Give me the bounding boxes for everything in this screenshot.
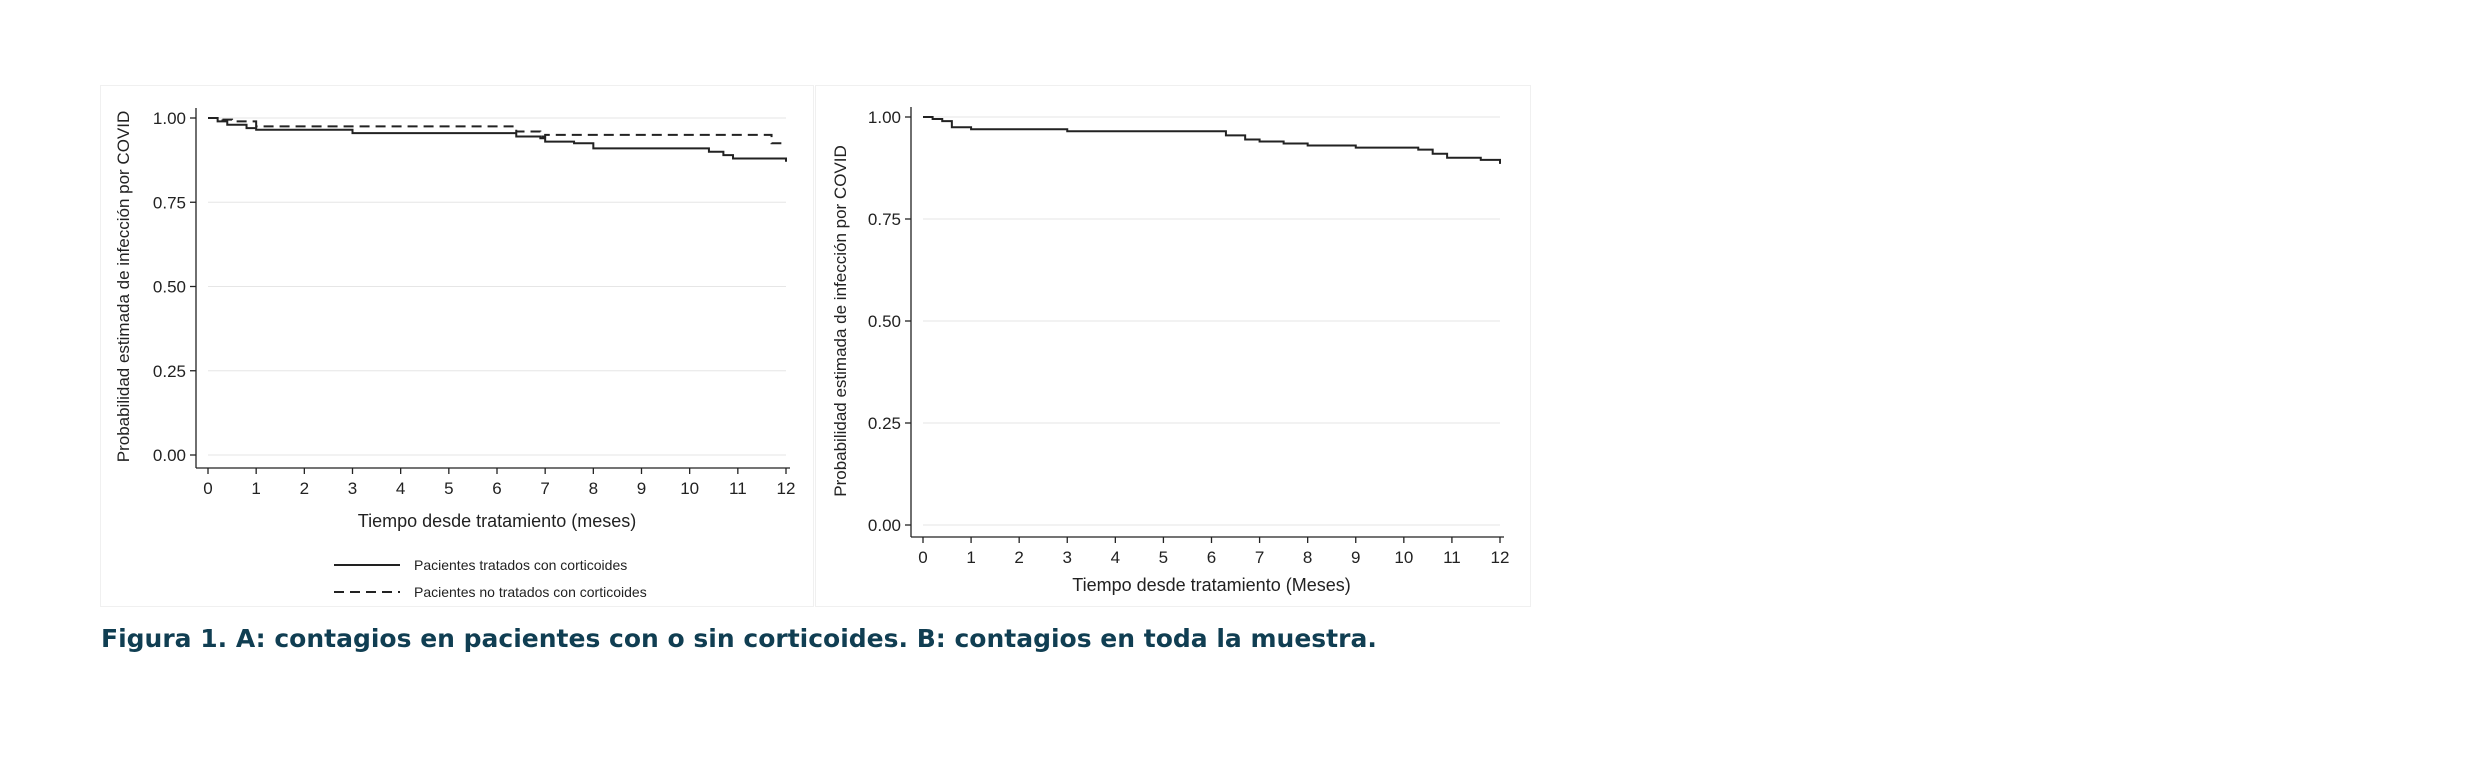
chart-a-y-tick-label: 0.75: [153, 193, 186, 212]
chart-a-x-tick-label: 9: [637, 479, 646, 498]
chart-a-x-tick-label: 12: [777, 479, 796, 498]
chart-a-y-axis-label: Probabilidad estimada de infección por C…: [114, 111, 133, 463]
chart-b-x-tick-label: 6: [1207, 548, 1216, 567]
chart-b-x-tick-label: 3: [1063, 548, 1072, 567]
chart-a-x-tick-label: 5: [444, 479, 453, 498]
chart-panel-a: 0.00 0.25 0.50 0.75 1.00 0 1 2 3 4 5 6 7 8 9 10 11 12 Tiem…: [101, 86, 813, 606]
chart-a-x-tick-label: 11: [729, 479, 747, 498]
chart-b-x-tick-label: 0: [918, 548, 927, 567]
chart-b-y-tick-label: 0.25: [868, 414, 901, 433]
chart-b-x-tick-label: 5: [1159, 548, 1168, 567]
chart-a-y-tick-label: 0.25: [153, 362, 186, 381]
chart-a-x-tick-label: 0: [203, 479, 212, 498]
chart-b-x-tick-label: 11: [1443, 548, 1461, 567]
chart-b-series-all-line: [923, 116, 1501, 164]
chart-b-y-axis-label: Probabilidad estimada de infección por C…: [831, 145, 850, 497]
chart-a-x-tick-label: 6: [492, 479, 501, 498]
chart-a-x-tick-label: 10: [680, 479, 699, 498]
chart-b-y-tick-label: 0.50: [868, 312, 901, 331]
chart-a-x-tick-label: 4: [396, 479, 405, 498]
chart-panel-b: 0.00 0.25 0.50 0.75 1.00 0 1 2 3 4 5 6 7 8 9 10 11 12 Tiem…: [816, 86, 1530, 606]
chart-b-x-tick-label: 1: [966, 548, 975, 567]
chart-b-y-tick-label: 0.00: [868, 516, 901, 535]
chart-a-y-tick-label: 0.00: [153, 446, 186, 465]
figure-caption: Figura 1. A: contagios en pacientes con …: [101, 624, 1377, 653]
chart-a-x-tick-label: 8: [589, 479, 598, 498]
chart-a-series-treated-line: [208, 117, 787, 162]
chart-a-x-tick-label: 2: [300, 479, 309, 498]
chart-a-y-tick-label: 0.50: [153, 278, 186, 297]
chart-a-series-untreated-line: [208, 117, 786, 145]
chart-b-x-tick-label: 7: [1255, 548, 1264, 567]
chart-a-legend-label: Pacientes no tratados con corticoides: [414, 584, 647, 600]
chart-a-y-tick-label: 1.00: [153, 109, 186, 128]
chart-a-x-axis-label: Tiempo desde tratamiento (meses): [358, 511, 636, 531]
chart-b-x-tick-label: 4: [1111, 548, 1120, 567]
chart-a-x-tick-label: 7: [540, 479, 549, 498]
chart-b-x-tick-label: 12: [1491, 548, 1510, 567]
chart-a-x-tick-label: 1: [251, 479, 260, 498]
chart-a-x-tick-label: 3: [348, 479, 357, 498]
km-chart-a: 0.000.250.500.751.000 1 2 3 4 5 6 7 8 9 10 11 12Tiem…: [114, 108, 796, 600]
chart-b-x-tick-label: 2: [1014, 548, 1023, 567]
chart-a-legend-label: Pacientes tratados con corticoides: [414, 557, 627, 573]
km-chart-b: 0.000.250.500.751.000 1 2 3 4 5 6 7 8 9 10 11 12Tiem…: [831, 107, 1510, 595]
chart-b-x-axis-label: Tiempo desde tratamiento (Meses): [1072, 575, 1350, 595]
chart-b-x-tick-label: 8: [1303, 548, 1312, 567]
chart-b-x-tick-label: 10: [1394, 548, 1413, 567]
chart-b-x-tick-label: 9: [1351, 548, 1360, 567]
chart-b-y-tick-label: 0.75: [868, 210, 901, 229]
chart-b-y-tick-label: 1.00: [868, 108, 901, 127]
